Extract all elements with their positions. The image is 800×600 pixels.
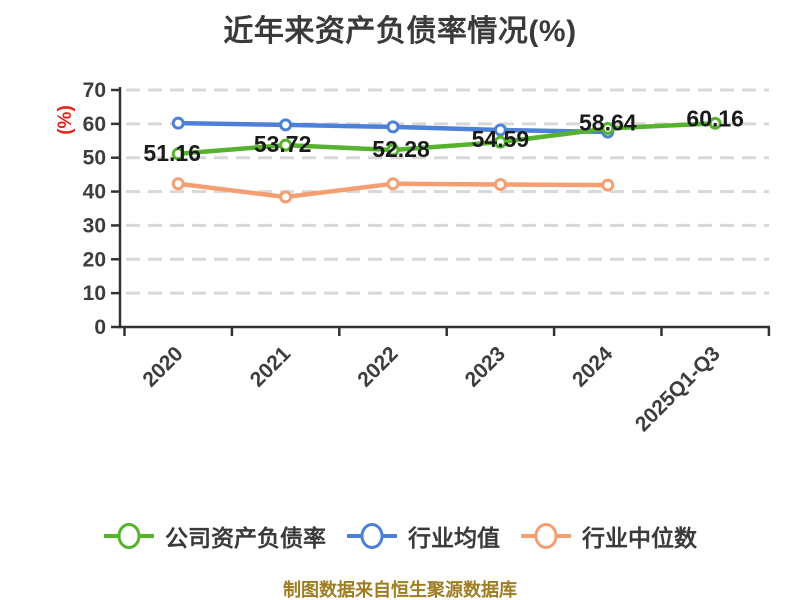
chart-legend: 公司资产负债率 行业均值 行业中位数 (0, 519, 800, 553)
marker-company-ratio (601, 121, 615, 135)
y-tick-label: 10 (83, 282, 106, 305)
x-tick-label: 2020 (138, 342, 187, 391)
value-label: 52.28 (372, 136, 430, 162)
x-tick-label: 2021 (246, 342, 296, 392)
x-tick-label: 2022 (353, 342, 402, 391)
marker-industry-median (493, 177, 507, 191)
axes (111, 87, 771, 336)
line-company-ratio (175, 121, 718, 157)
data-source-caption: 制图数据来自恒生聚源数据库 (283, 580, 517, 600)
value-label: 54.59 (472, 126, 530, 152)
value-label: 58.64 (579, 109, 637, 135)
marker-industry-mean (386, 120, 400, 134)
marker-industry-mean (279, 118, 293, 132)
chart-title: 近年来资产负债率情况(%) (223, 15, 577, 48)
legend-label-industry-mean: 行业均值 (408, 525, 500, 551)
legend-item-industry-mean[interactable]: 行业均值 (346, 519, 500, 553)
legend-item-industry-median[interactable]: 行业中位数 (520, 519, 697, 553)
legend-label-company-ratio: 公司资产负债率 (165, 525, 326, 551)
marker-company-ratio (171, 147, 185, 161)
x-tick-label: 2023 (461, 342, 510, 391)
marker-company-ratio (279, 138, 293, 152)
marker-company-ratio (386, 143, 400, 157)
x-axis-tick-labels: 2020 2021 2022 2023 2024 2025Q1-Q3 (138, 342, 724, 436)
value-label: 60.16 (686, 105, 744, 131)
gridlines (126, 88, 769, 295)
y-tick-label: 70 (83, 79, 106, 102)
value-label: 53.72 (254, 131, 312, 157)
legend-marker-green (104, 523, 154, 549)
legend-item-company-ratio[interactable]: 公司资产负债率 (103, 519, 326, 553)
marker-company-ratio (493, 135, 507, 149)
marker-industry-median (279, 190, 293, 204)
value-labels: 51.16 53.72 52.28 54.59 58.64 60.16 (143, 105, 744, 165)
marker-company-ratio (708, 116, 722, 130)
marker-industry-mean (493, 123, 507, 137)
data-point-markers (171, 116, 722, 204)
value-label: 51.16 (143, 140, 201, 166)
legend-marker-orange (521, 523, 571, 549)
legend-marker-blue (347, 523, 397, 549)
y-tick-label: 60 (83, 113, 106, 136)
y-axis-tick-labels: 0 10 20 30 40 50 60 70 (83, 79, 106, 339)
x-tick-label: 2025Q1-Q3 (631, 342, 725, 436)
y-tick-label: 30 (83, 214, 106, 237)
marker-industry-median (171, 177, 185, 191)
x-tick-label: 2024 (568, 342, 618, 392)
legend-label-industry-median: 行业中位数 (582, 525, 697, 551)
marker-industry-mean (171, 116, 185, 130)
marker-industry-median (601, 178, 615, 192)
y-tick-label: 40 (83, 181, 106, 204)
marker-industry-median (386, 177, 400, 191)
chart-plot-area: 0 10 20 30 40 50 60 70 2020 2021 2022 2023 2024 2025Q… (83, 79, 771, 436)
y-tick-label: 50 (83, 147, 106, 170)
y-tick-label: 0 (94, 316, 106, 339)
y-tick-label: 20 (83, 248, 106, 271)
